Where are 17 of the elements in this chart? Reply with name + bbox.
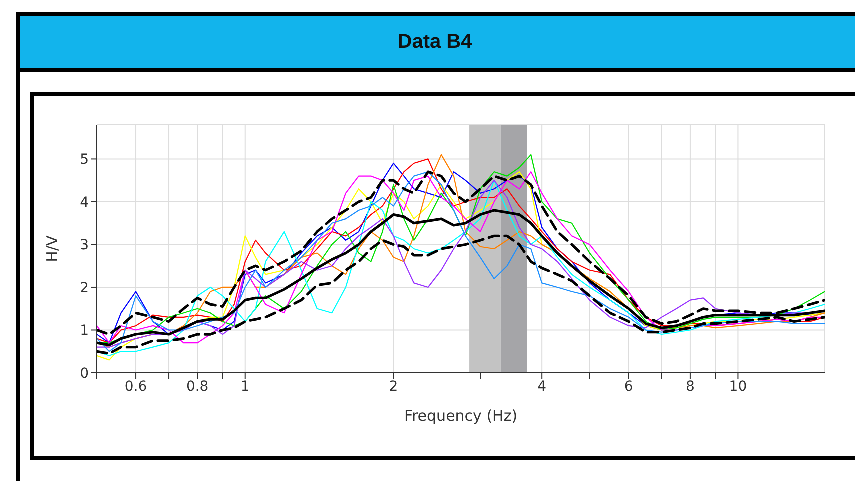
y-tick-label: 0 [80,366,89,382]
x-tick-label: 8 [686,378,695,395]
y-tick-label: 2 [80,280,89,296]
x-tick-label: 0.6 [124,378,148,395]
y-tick-label: 4 [80,194,90,211]
x-tick-label: 6 [624,378,634,395]
x-axis-title: Frequency (Hz) [404,407,518,425]
y-tick-label: 1 [80,323,89,340]
x-tick-label: 2 [389,378,398,395]
chart-title: Data B4 [398,30,472,54]
x-tick-label: 4 [538,378,547,395]
x-tick-label: 10 [729,378,748,395]
x-tick-label: 1 [240,378,250,395]
y-axis-title: H/V [43,234,62,262]
y-tick-label: 5 [80,152,89,168]
x-tick-label: 0.8 [186,378,209,395]
y-tick-label: 3 [80,238,89,254]
